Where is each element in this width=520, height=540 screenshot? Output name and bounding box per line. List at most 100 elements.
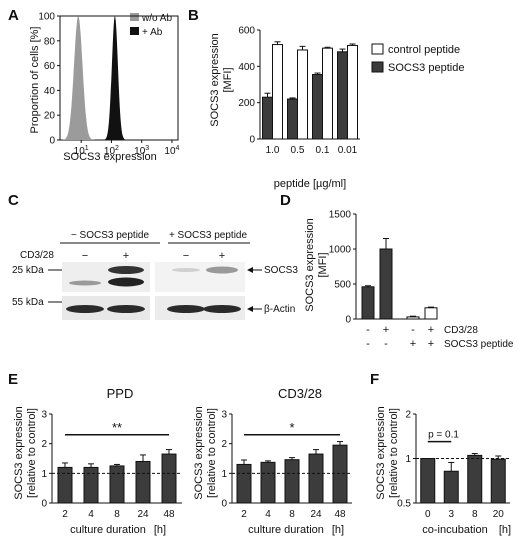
legend-label-control-peptide: control peptide xyxy=(388,44,460,56)
panel-f-ytick-label-2: 2 xyxy=(405,410,411,421)
panel-d-sign-cd3-2: - xyxy=(411,324,415,336)
panel-e1-bar-2 xyxy=(109,465,125,504)
panel-e-ppd-title: PPD xyxy=(107,386,134,401)
panel-f-xunit: [h] xyxy=(499,524,511,536)
panel-b-bar-1-3 xyxy=(347,44,358,140)
panel-d-ytick-label-0: 0 xyxy=(345,315,351,326)
panel-a-histogram-0 xyxy=(61,16,96,140)
panel-f-annotation-label: p = 0.1 xyxy=(428,430,459,441)
panel-f-bar-1 xyxy=(443,470,459,504)
panel-e2-xtick-label-1: 4 xyxy=(265,509,271,520)
panel-b-xtick-label-3: 0.01 xyxy=(338,145,358,156)
blot-membrane-socs3-left xyxy=(62,262,150,292)
panel-e1-bar-4 xyxy=(161,453,177,504)
panel-f-ytick-label-1: 1 xyxy=(405,454,411,465)
panel-e1-bar-3 xyxy=(135,460,151,504)
panel-label-f: F xyxy=(370,371,379,388)
blot-group-minus-socs3: − SOCS3 peptide xyxy=(71,230,150,241)
panel-e2-xtick-label-4: 48 xyxy=(334,509,346,520)
legend-swatch-wo-ab xyxy=(130,13,139,21)
blot-mw-25kda: 25 kDa xyxy=(12,265,44,276)
panel-a-ytick-label-5: 100 xyxy=(38,12,55,23)
panel-a-xlabel: SOCS3 expression xyxy=(63,151,157,163)
panel-e1-ytick-label-3: 3 xyxy=(41,410,47,421)
panel-e2-significance-label: * xyxy=(289,420,294,435)
blot-group-plus-socs3: + SOCS3 peptide xyxy=(169,230,248,241)
panel-e1-xlabel: culture duration xyxy=(70,524,146,536)
blot-band-actin-lane2 xyxy=(107,305,145,313)
panel-a-histogram-1 xyxy=(102,16,127,140)
panel-f-ylabel-line1: SOCS3 expression xyxy=(375,406,387,500)
blot-band-socs3-lane3 xyxy=(172,268,200,272)
panel-b-bar-1-2 xyxy=(322,47,333,140)
panel-a-xtick-label-3: 104 xyxy=(164,145,179,157)
panel-a-ytick-label-2: 40 xyxy=(44,86,56,97)
panel-e2-bar-3 xyxy=(308,453,324,504)
panel-e2-ytick-label-2: 2 xyxy=(221,439,227,450)
panel-a-ytick-label-3: 60 xyxy=(44,61,56,72)
panel-e2-bar-1 xyxy=(260,461,276,504)
panel-b-bar-0-3 xyxy=(337,51,348,140)
panel-f-xtick-label-2: 8 xyxy=(472,509,478,520)
blot-band-actin-lane3 xyxy=(167,305,205,313)
panel-e2-bar-4 xyxy=(332,444,348,504)
panel-e2-bar-0 xyxy=(236,463,252,504)
panel-b-bar-chart: SOCS3 expression [MFI] peptide [µg/ml] c… xyxy=(209,26,464,191)
panel-d-bar-chart: SOCS3 expression [MFI] CD3/28 SOCS3 pept… xyxy=(304,210,514,351)
panel-d-ylabel-line2: [MFI] xyxy=(317,252,329,277)
blot-sign-3: − xyxy=(183,250,189,262)
panel-label-b: B xyxy=(188,7,199,24)
legend-label-with-ab: + Ab xyxy=(142,27,163,38)
panel-d-bar-3 xyxy=(424,307,438,320)
legend-label-socs3-peptide: SOCS3 peptide xyxy=(388,62,464,74)
panel-d-bar-2 xyxy=(406,316,420,320)
panel-e1-bar-0 xyxy=(57,466,73,504)
panel-d-row-label-socs3: SOCS3 peptide xyxy=(444,339,514,350)
blot-band-label-socs3: SOCS3 xyxy=(264,265,298,276)
panel-e2-ytick-label-0: 0 xyxy=(221,499,227,510)
panel-d-sign-cd3-0: - xyxy=(366,324,370,336)
panel-e2-xlabel: culture duration xyxy=(248,524,324,536)
panel-a-ylabel: Proportion of cells [%] xyxy=(29,27,41,134)
panel-e1-xtick-label-3: 24 xyxy=(137,509,149,520)
panel-b-ytick-label-1: 200 xyxy=(238,98,255,109)
blot-band-actin-lane4 xyxy=(203,305,241,313)
panel-f-xtick-label-0: 0 xyxy=(425,509,431,520)
panel-d-ytick-label-1: 500 xyxy=(334,280,351,291)
panel-b-ytick-label-0: 0 xyxy=(249,135,255,146)
panel-label-a: A xyxy=(8,7,19,24)
panel-e2-ytick-label-1: 1 xyxy=(221,469,227,480)
panel-a-ytick-label-4: 80 xyxy=(44,36,56,47)
panel-e1-ylabel-line1: SOCS3 expression xyxy=(13,406,25,500)
panel-d-sign-socs3-0: - xyxy=(366,338,370,350)
blot-band-actin-lane1 xyxy=(66,305,104,313)
panel-a-ytick-label-1: 20 xyxy=(44,111,56,122)
panel-e-cd3-28-chart: CD3/28 SOCS3 expression [relative to con… xyxy=(193,386,352,536)
panel-d-bar-0 xyxy=(361,286,375,320)
legend-label-wo-ab: w/o Ab xyxy=(141,13,172,24)
panel-e2-bar-2 xyxy=(284,459,300,504)
blot-sign-4: + xyxy=(219,250,225,262)
panel-e1-significance-label: ** xyxy=(112,420,122,435)
blot-band-label-actin: β-Actin xyxy=(264,304,295,315)
panel-d-ylabel-line1: SOCS3 expression xyxy=(304,218,316,312)
panel-e1-xtick-label-4: 48 xyxy=(163,509,175,520)
panel-b-bar-0-2 xyxy=(312,74,323,140)
blot-band-socs3-lane2a xyxy=(108,266,144,274)
panel-b-xtick-label-1: 0.5 xyxy=(291,145,305,156)
panel-d-ytick-label-2: 1000 xyxy=(329,245,352,256)
panel-b-xlabel: peptide [µg/ml] xyxy=(274,178,346,190)
panel-d-sign-cd3-1: + xyxy=(383,324,389,336)
panel-e-cd3-28-title: CD3/28 xyxy=(278,386,322,401)
panel-b-bar-0-1 xyxy=(287,98,298,140)
panel-a-xtick-label-0: 101 xyxy=(74,145,89,157)
legend-swatch-with-ab xyxy=(130,27,139,35)
panel-b-xtick-label-2: 0.1 xyxy=(316,145,330,156)
panel-e2-xunit: [h] xyxy=(332,524,344,536)
panel-f-xtick-label-3: 20 xyxy=(493,509,505,520)
panel-d-ytick-label-3: 1500 xyxy=(329,210,352,221)
panel-b-ytick-label-3: 600 xyxy=(238,26,255,37)
panel-e2-xtick-label-2: 8 xyxy=(289,509,295,520)
panel-e1-ytick-label-0: 0 xyxy=(41,499,47,510)
panel-f-bar-0 xyxy=(420,458,436,504)
